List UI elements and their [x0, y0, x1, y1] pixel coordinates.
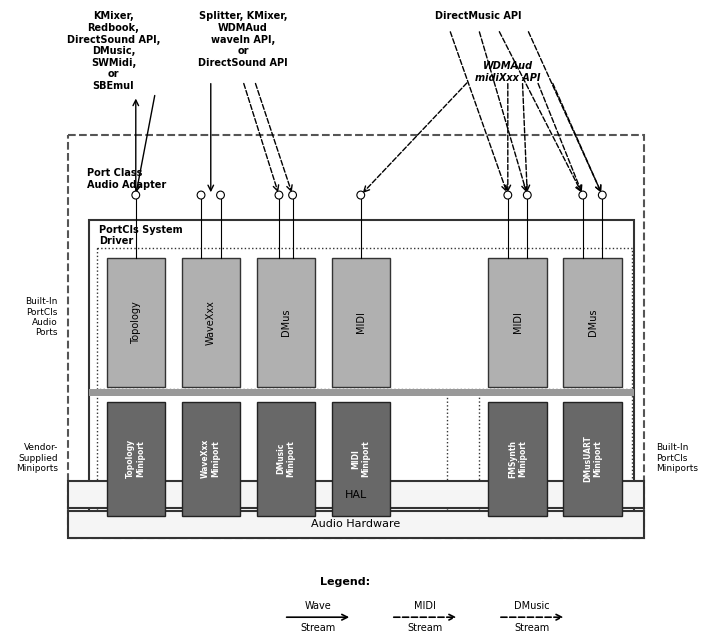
Circle shape — [197, 191, 205, 199]
Text: Built-In
PortCls
Miniports: Built-In PortCls Miniports — [656, 443, 698, 473]
Text: MIDI: MIDI — [356, 311, 366, 333]
Text: DMusic: DMusic — [515, 601, 550, 612]
Text: HAL: HAL — [345, 489, 367, 499]
Text: DMusUART
Miniport: DMusUART Miniport — [583, 435, 602, 482]
Text: PortCls System
Driver: PortCls System Driver — [99, 225, 182, 247]
Circle shape — [217, 191, 225, 199]
Text: Port Class
Audio Adapter: Port Class Audio Adapter — [87, 168, 167, 190]
Text: Audio Hardware: Audio Hardware — [311, 519, 400, 529]
Bar — [332, 257, 390, 387]
Bar — [256, 257, 315, 387]
Bar — [107, 402, 165, 516]
Text: Stream: Stream — [407, 623, 443, 633]
Text: MIDI: MIDI — [513, 311, 522, 333]
Text: Legend:: Legend: — [320, 577, 370, 587]
Text: WDMAud
midiXxx API: WDMAud midiXxx API — [475, 61, 541, 83]
Bar — [68, 511, 644, 538]
Text: MIDI: MIDI — [414, 601, 436, 612]
Text: Stream: Stream — [300, 623, 335, 633]
Bar — [181, 257, 240, 387]
Text: KMixer,
Redbook,
DirectSound API,
DMusic,
SWMidi,
or
SBEmul: KMixer, Redbook, DirectSound API, DMusic… — [66, 11, 160, 91]
Text: Vendor-
Supplied
Miniports: Vendor- Supplied Miniports — [16, 443, 58, 473]
Circle shape — [599, 191, 606, 199]
Text: DMusic
Miniport: DMusic Miniport — [276, 440, 296, 477]
Circle shape — [504, 191, 512, 199]
Text: FMSynth
Miniport: FMSynth Miniport — [508, 440, 527, 478]
Bar — [332, 402, 390, 516]
Text: DirectMusic API: DirectMusic API — [436, 11, 522, 21]
Bar — [97, 394, 448, 523]
Circle shape — [132, 191, 140, 199]
Circle shape — [357, 191, 365, 199]
Text: Stream: Stream — [515, 623, 550, 633]
Bar — [68, 481, 644, 508]
Bar — [563, 402, 622, 516]
Circle shape — [523, 191, 531, 199]
Bar — [489, 257, 546, 387]
Circle shape — [275, 191, 283, 199]
Bar — [107, 257, 165, 387]
Text: Wave: Wave — [304, 601, 331, 612]
Bar — [563, 257, 622, 387]
Text: DMus: DMus — [587, 308, 597, 336]
Text: Built-In
PortCls
Audio
Ports: Built-In PortCls Audio Ports — [25, 297, 58, 338]
Bar — [479, 394, 633, 523]
Text: Topology: Topology — [131, 301, 140, 343]
Bar — [68, 136, 644, 538]
Text: WaveXxx: WaveXxx — [205, 300, 216, 345]
Circle shape — [289, 191, 297, 199]
Bar — [89, 220, 635, 528]
Bar — [97, 248, 633, 389]
Text: WaveXxx
Miniport: WaveXxx Miniport — [201, 439, 220, 478]
Circle shape — [579, 191, 587, 199]
Bar — [489, 402, 546, 516]
Bar — [89, 389, 635, 396]
Bar — [181, 402, 240, 516]
Text: Splitter, KMixer,
WDMAud
waveIn API,
or
DirectSound API: Splitter, KMixer, WDMAud waveIn API, or … — [198, 11, 288, 68]
Text: Topology
Miniport: Topology Miniport — [126, 440, 145, 478]
Text: DMus: DMus — [281, 308, 291, 336]
Text: MIDI
Miniport: MIDI Miniport — [351, 440, 371, 477]
Bar — [256, 402, 315, 516]
